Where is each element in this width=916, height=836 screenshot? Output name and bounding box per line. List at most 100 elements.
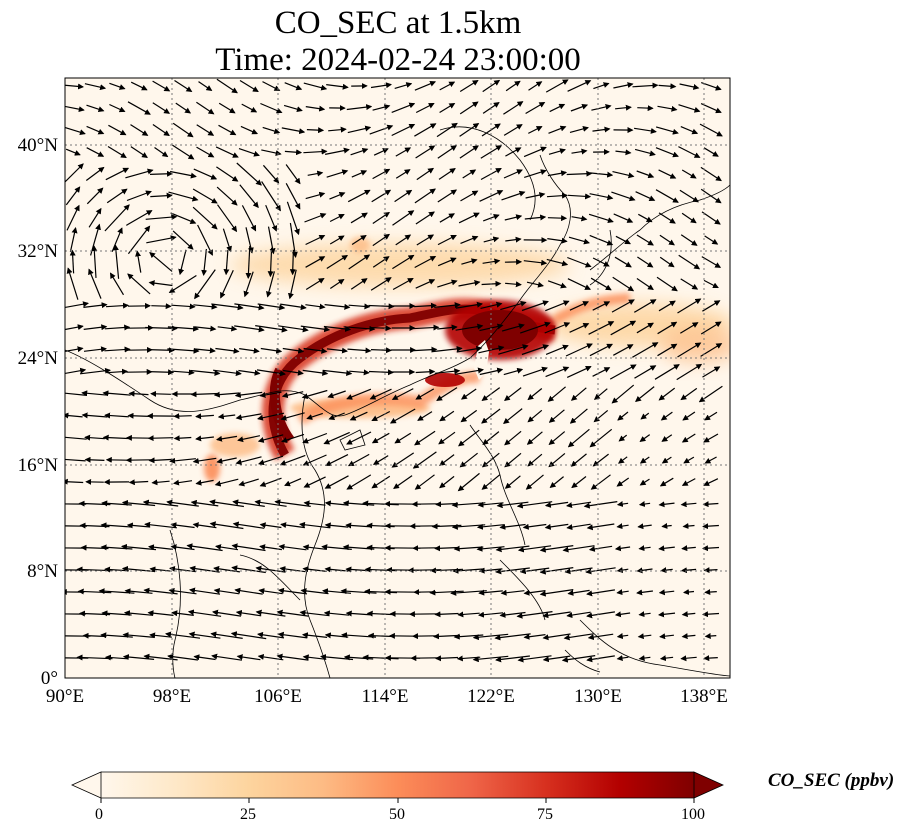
wind-arrow xyxy=(65,163,84,183)
wind-arrow xyxy=(618,434,628,442)
wind-arrow xyxy=(681,545,696,552)
wind-arrow xyxy=(173,479,193,486)
wind-arrow xyxy=(636,278,654,291)
wind-arrow xyxy=(481,474,501,490)
wind-arrow xyxy=(286,201,300,236)
wind-arrow xyxy=(616,477,630,487)
wind-arrow xyxy=(104,204,130,232)
colorbar-gradient xyxy=(101,772,694,798)
wind-arrow xyxy=(372,211,391,224)
wind-arrow xyxy=(548,452,566,468)
wind-arrow xyxy=(583,501,618,509)
wind-arrow xyxy=(655,189,679,203)
wind-arrow xyxy=(656,276,678,292)
wind-arrow xyxy=(169,457,196,464)
wind-arrow xyxy=(65,346,84,353)
wind-arrow xyxy=(615,149,632,156)
wind-arrow xyxy=(148,457,173,464)
wind-arrow xyxy=(500,589,525,596)
wind-arrow xyxy=(214,478,239,487)
wind-arrow xyxy=(283,369,304,376)
wind-arrow xyxy=(439,213,455,223)
wind-arrow xyxy=(65,412,83,419)
wind-arrow xyxy=(567,193,592,200)
lon-tick-90e: 90°E xyxy=(46,686,84,707)
wind-arrow xyxy=(678,146,701,158)
wind-arrow xyxy=(369,388,392,400)
wind-arrow xyxy=(135,250,142,273)
wind-arrow xyxy=(193,303,218,310)
wind-arrow xyxy=(239,79,259,93)
wind-arrow xyxy=(148,280,173,287)
wind-arrow xyxy=(460,388,477,400)
wind-arrow xyxy=(701,211,721,225)
wind-arrow xyxy=(348,254,371,270)
wind-arrow xyxy=(614,256,632,268)
wind-arrow xyxy=(69,249,76,274)
wind-arrow xyxy=(105,302,129,309)
wind-arrow xyxy=(586,611,615,619)
wind-arrow xyxy=(481,408,501,424)
wind-arrow xyxy=(436,387,458,401)
wind-arrow xyxy=(259,522,282,529)
wind-arrow xyxy=(480,145,503,159)
wind-arrow xyxy=(127,225,151,255)
wind-arrow xyxy=(347,125,372,134)
wind-arrow xyxy=(372,233,391,247)
wind-arrow xyxy=(130,146,148,158)
wind-arrow xyxy=(106,368,128,375)
wind-arrow xyxy=(658,501,675,508)
colorbar xyxy=(71,771,724,803)
wind-arrow xyxy=(704,411,718,421)
wind-arrow xyxy=(496,501,529,509)
wind-arrow xyxy=(683,589,695,595)
wind-arrow xyxy=(439,102,456,114)
wind-arrow xyxy=(613,82,634,89)
wind-arrow xyxy=(567,589,590,596)
wind-arrow xyxy=(303,148,328,155)
wind-arrow xyxy=(150,192,173,199)
wind-arrow xyxy=(241,205,257,232)
wind-arrow xyxy=(677,342,702,358)
wind-arrow xyxy=(523,633,546,640)
wind-arrow xyxy=(395,169,411,179)
wind-arrow xyxy=(329,213,345,223)
wind-arrow xyxy=(326,169,349,178)
wind-arrow xyxy=(702,366,721,378)
wind-arrow xyxy=(130,81,148,91)
wind-arrow xyxy=(362,654,399,661)
wind-arrow xyxy=(392,210,415,226)
wind-arrow xyxy=(569,125,589,133)
wind-arrow xyxy=(414,188,436,204)
wind-arrow xyxy=(415,279,436,289)
wind-arrow xyxy=(434,302,461,309)
wind-arrow xyxy=(592,257,610,267)
wind-arrow xyxy=(591,103,612,111)
wind-arrow xyxy=(547,237,568,244)
wind-arrow xyxy=(147,435,174,442)
wind-arrow xyxy=(147,610,174,617)
wind-arrow xyxy=(66,204,80,231)
wind-arrow xyxy=(503,367,524,376)
wind-arrow xyxy=(416,167,435,181)
wind-arrow xyxy=(326,83,349,90)
wind-arrow xyxy=(323,431,350,445)
wind-arrow xyxy=(65,301,89,309)
wind-arrow xyxy=(439,81,456,91)
lat-tick-8n: 8°N xyxy=(27,561,58,582)
wind-arrow xyxy=(570,387,587,401)
wind-arrow xyxy=(151,479,170,486)
wind-arrow xyxy=(658,83,677,90)
wind-arrow xyxy=(329,192,346,200)
wind-arrow xyxy=(260,347,283,354)
wind-arrow xyxy=(217,413,236,420)
concentration-field xyxy=(204,237,730,482)
wind-arrow xyxy=(324,522,349,529)
wind-arrow xyxy=(459,123,480,137)
wind-arrow xyxy=(659,633,674,640)
wind-arrow xyxy=(65,83,84,90)
wind-arrow xyxy=(368,369,394,376)
wind-arrow xyxy=(456,345,483,353)
wind-arrow xyxy=(700,321,722,335)
wind-arrow xyxy=(304,212,327,223)
